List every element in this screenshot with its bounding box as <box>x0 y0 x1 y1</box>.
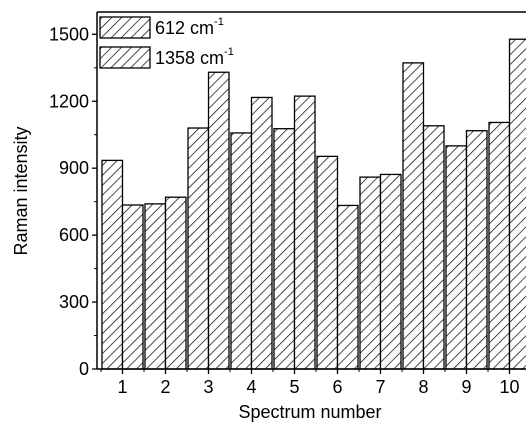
y-tick-label: 1200 <box>49 91 89 111</box>
axes <box>96 11 526 370</box>
bar-series2-cat4 <box>250 96 273 370</box>
bar-series1-cat7 <box>359 176 382 370</box>
tick-group: 0 300 600 900 1200 1500 1 2 3 4 5 6 7 8 9 10 <box>49 24 520 397</box>
bar-series2-cat9 <box>465 130 488 370</box>
x-tick-label: 6 <box>332 377 342 397</box>
legend-swatch-1 <box>99 16 151 39</box>
legend-label-1: 612 cm-1 <box>155 16 224 38</box>
bar-series2-cat6 <box>336 204 359 370</box>
x-tick-label: 4 <box>246 377 256 397</box>
x-tick-label: 8 <box>418 377 428 397</box>
bar-series1-cat9 <box>445 145 468 370</box>
x-tick-label: 10 <box>499 377 519 397</box>
bar-series1-cat5 <box>273 128 296 370</box>
x-tick-label: 9 <box>461 377 471 397</box>
legend-swatch-2 <box>99 46 151 69</box>
bar-series2-cat7 <box>379 173 402 370</box>
bar-series2-cat1 <box>121 204 144 370</box>
legend-label-2: 1358 cm-1 <box>155 46 234 68</box>
bar-series1-cat6 <box>316 155 339 370</box>
bar-series2-cat8 <box>422 125 445 370</box>
y-tick-label: 600 <box>59 225 89 245</box>
y-tick-label: 1500 <box>49 24 89 44</box>
y-tick-label: 900 <box>59 158 89 178</box>
x-tick-label: 3 <box>203 377 213 397</box>
x-tick-label: 5 <box>289 377 299 397</box>
bar-series1-cat10 <box>488 121 511 370</box>
bar-series1-cat3 <box>187 127 210 370</box>
x-tick-label: 1 <box>117 377 127 397</box>
x-tick-label: 7 <box>375 377 385 397</box>
x-tick-label: 2 <box>160 377 170 397</box>
bar-series1-cat4 <box>230 132 253 370</box>
bar-series2-cat5 <box>293 95 316 370</box>
x-axis-title: Spectrum number <box>238 402 381 422</box>
bar-series2-cat3 <box>207 71 230 370</box>
bar-series2-cat10 <box>508 38 526 370</box>
y-tick-label: 0 <box>79 359 89 379</box>
bar-series2-cat2 <box>164 196 187 370</box>
legend: 612 cm-1 1358 cm-1 <box>99 16 234 69</box>
bar-series1-cat1 <box>101 159 124 370</box>
y-axis-title: Raman intensity <box>11 126 31 255</box>
bar-series1-cat2 <box>144 203 167 370</box>
bar-series1-cat8 <box>402 62 425 370</box>
bar-group <box>101 38 526 370</box>
y-tick-label: 300 <box>59 292 89 312</box>
